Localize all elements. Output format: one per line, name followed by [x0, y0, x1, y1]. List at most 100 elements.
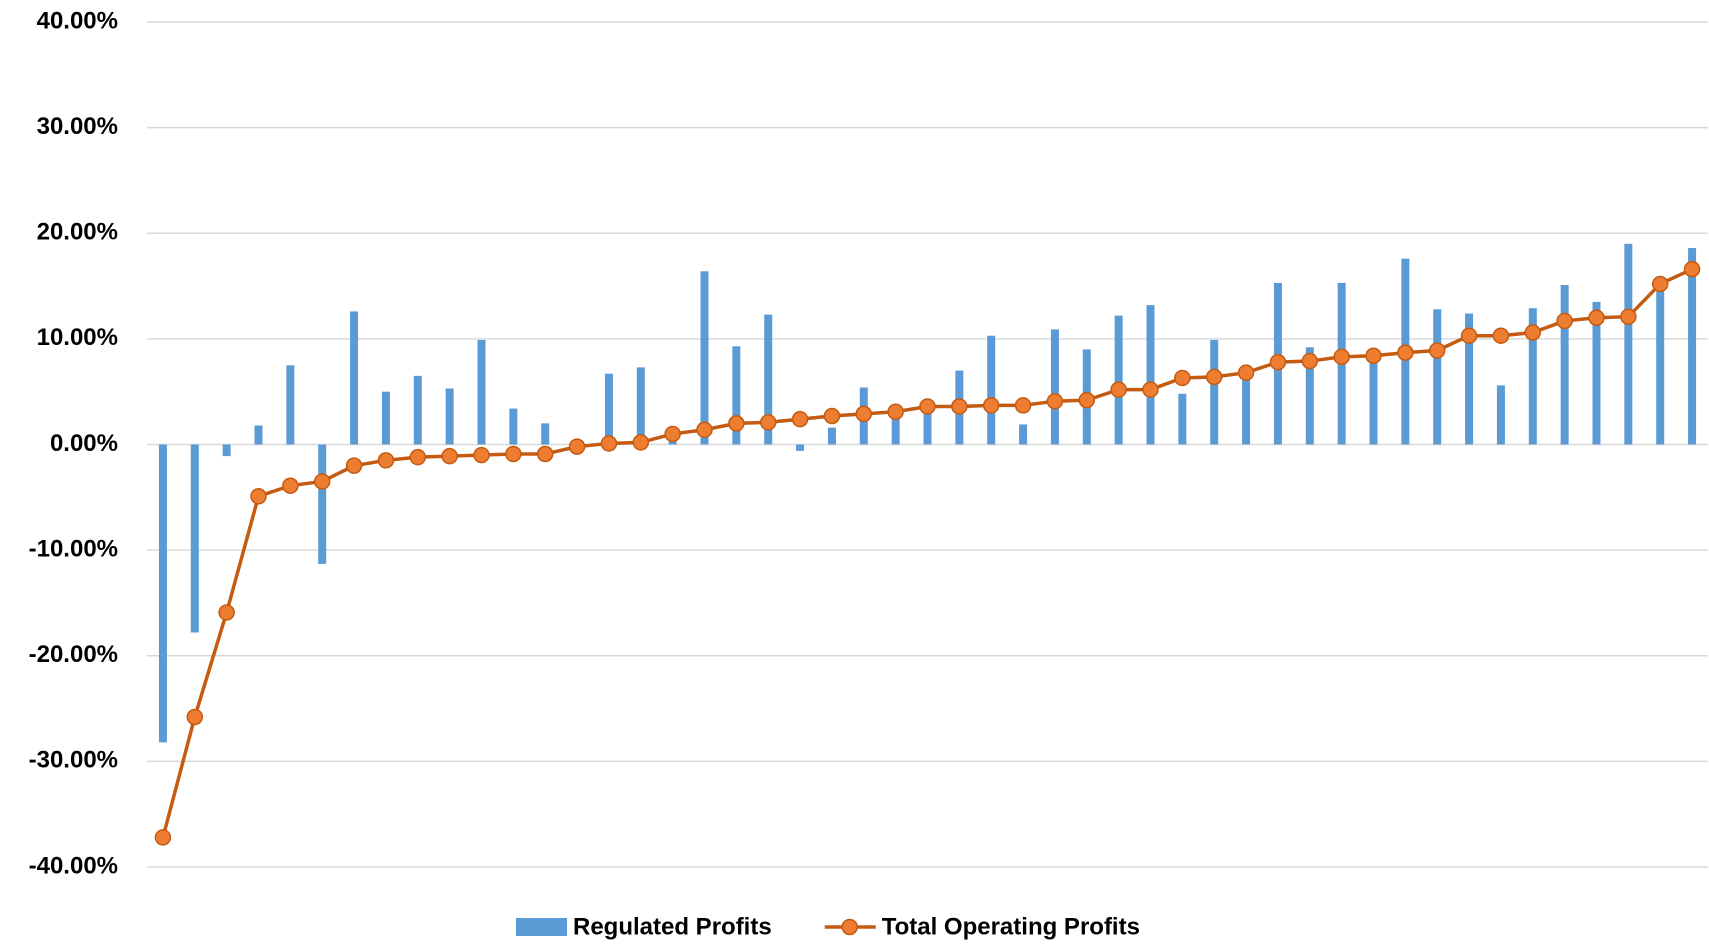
marker — [632, 434, 650, 451]
y-tick-label: -10.00% — [29, 535, 118, 562]
marker — [759, 414, 777, 431]
marker — [823, 407, 841, 425]
marker — [791, 410, 809, 428]
bar — [764, 314, 773, 445]
bar — [1592, 301, 1601, 445]
bar — [1305, 347, 1314, 445]
bar — [254, 425, 263, 445]
marker — [1428, 342, 1446, 359]
bar — [1688, 248, 1697, 445]
bar — [222, 444, 231, 457]
legend-label: Regulated Profits — [573, 913, 772, 940]
marker — [186, 708, 204, 726]
marker — [1333, 348, 1350, 366]
marker — [536, 445, 554, 463]
marker — [345, 457, 363, 474]
marker — [505, 445, 522, 463]
bar — [318, 444, 327, 564]
marker — [1237, 364, 1255, 381]
marker — [282, 477, 299, 494]
marker — [568, 438, 586, 455]
y-tick-label: 20.00% — [37, 219, 118, 246]
marker — [1651, 275, 1669, 293]
y-tick-label: -40.00% — [29, 852, 118, 879]
marker — [1492, 327, 1510, 344]
bar — [350, 311, 359, 445]
bar — [1528, 308, 1537, 445]
bar — [413, 375, 422, 445]
bar — [636, 367, 645, 445]
marker — [1460, 327, 1478, 344]
line — [161, 267, 1693, 838]
marker — [154, 829, 172, 846]
marker — [1301, 352, 1319, 370]
bar — [1242, 375, 1251, 445]
marker — [1524, 324, 1542, 341]
marker — [1014, 397, 1032, 414]
marker — [409, 448, 427, 466]
marker — [1683, 260, 1701, 278]
marker — [1205, 368, 1223, 386]
marker — [728, 415, 745, 432]
bar — [445, 388, 454, 445]
marker — [982, 397, 1000, 414]
marker — [250, 488, 267, 505]
marker — [1078, 391, 1096, 409]
bar — [1656, 291, 1665, 445]
bar — [1496, 385, 1505, 445]
marker — [919, 398, 936, 415]
marker — [313, 473, 331, 490]
bar — [796, 444, 805, 451]
bar — [987, 335, 996, 445]
marker — [1046, 392, 1064, 410]
marker — [1142, 381, 1159, 398]
bar — [158, 444, 167, 743]
bar — [923, 407, 932, 445]
marker — [1620, 308, 1637, 325]
marker — [1110, 381, 1127, 398]
marker — [600, 435, 618, 452]
marker — [1556, 312, 1573, 330]
bar — [1146, 305, 1155, 445]
legend-label: Total Operating Profits — [882, 913, 1140, 940]
legend-marker — [841, 918, 858, 936]
bar — [1210, 339, 1219, 445]
bar — [477, 339, 486, 445]
y-tick-label: 40.00% — [37, 7, 118, 34]
marker — [218, 604, 235, 621]
marker — [696, 421, 713, 438]
marker — [664, 425, 681, 443]
bar — [1465, 313, 1474, 445]
marker — [473, 446, 490, 464]
marker — [1174, 369, 1191, 387]
y-tick-label: 10.00% — [37, 324, 118, 351]
marker — [855, 405, 873, 423]
bar — [1114, 315, 1123, 445]
bar — [509, 408, 518, 445]
legend-swatch — [516, 918, 567, 936]
bar — [1050, 329, 1059, 445]
bar — [1178, 393, 1187, 445]
marker — [1397, 344, 1414, 361]
y-tick-label: -30.00% — [29, 747, 118, 774]
bar — [286, 365, 295, 445]
marker — [377, 452, 395, 469]
bar — [541, 423, 550, 445]
bar — [827, 427, 836, 445]
bar — [1433, 309, 1442, 445]
bar — [190, 444, 199, 633]
bar — [891, 412, 900, 445]
marker — [1588, 309, 1605, 326]
marker — [887, 403, 904, 421]
bar — [700, 271, 709, 445]
bar — [1560, 285, 1569, 445]
marker — [441, 447, 458, 465]
y-tick-label: 0.00% — [50, 430, 118, 457]
bar — [381, 391, 390, 445]
marker — [1365, 347, 1382, 365]
bar — [1624, 243, 1633, 445]
marker — [1269, 353, 1287, 371]
y-tick-label: 30.00% — [37, 113, 118, 140]
bar — [1019, 424, 1028, 445]
